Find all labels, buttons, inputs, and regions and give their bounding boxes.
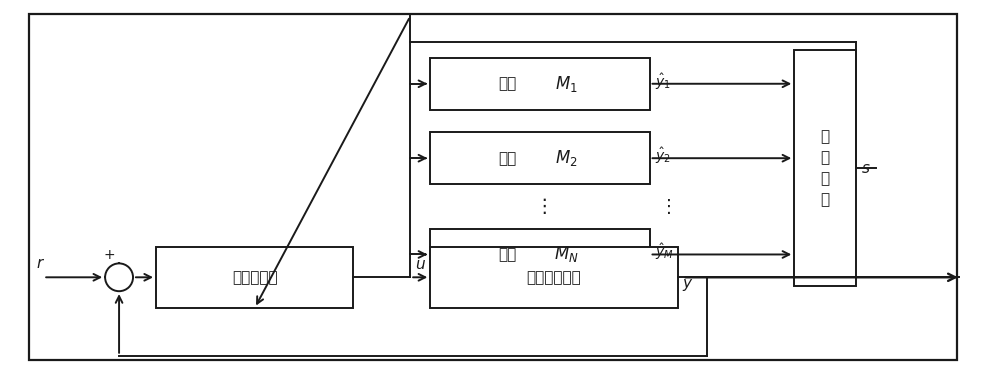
Text: 切
换
策
略: 切 换 策 略 bbox=[821, 129, 830, 207]
Text: $s$: $s$ bbox=[861, 161, 871, 176]
Text: 模型: 模型 bbox=[498, 151, 516, 166]
Text: $\hat{y}_M$: $\hat{y}_M$ bbox=[655, 242, 673, 262]
Text: 污水处理过程: 污水处理过程 bbox=[526, 270, 581, 285]
Bar bbox=[430, 229, 650, 280]
Text: $\vdots$: $\vdots$ bbox=[534, 196, 546, 216]
Text: $\boldsymbol{M_1}$: $\boldsymbol{M_1}$ bbox=[555, 74, 578, 94]
Text: 模型: 模型 bbox=[498, 76, 516, 91]
Text: +: + bbox=[103, 248, 115, 262]
Text: 预测控制器: 预测控制器 bbox=[232, 270, 277, 285]
Circle shape bbox=[105, 263, 133, 291]
Text: $y$: $y$ bbox=[682, 277, 694, 293]
Text: $\boldsymbol{M_2}$: $\boldsymbol{M_2}$ bbox=[555, 148, 578, 168]
Text: $u$: $u$ bbox=[415, 257, 426, 272]
Bar bbox=[156, 246, 353, 308]
Text: $r$: $r$ bbox=[36, 256, 45, 271]
Text: $\hat{y}_1$: $\hat{y}_1$ bbox=[655, 72, 671, 92]
Bar bbox=[430, 246, 678, 308]
Bar bbox=[430, 132, 650, 184]
Text: 模型: 模型 bbox=[498, 247, 516, 262]
Text: $\boldsymbol{M_N}$: $\boldsymbol{M_N}$ bbox=[554, 245, 579, 265]
Text: $\vdots$: $\vdots$ bbox=[659, 197, 670, 216]
Text: $\hat{y}_2$: $\hat{y}_2$ bbox=[655, 146, 670, 166]
Bar bbox=[430, 58, 650, 110]
Bar bbox=[794, 50, 856, 286]
